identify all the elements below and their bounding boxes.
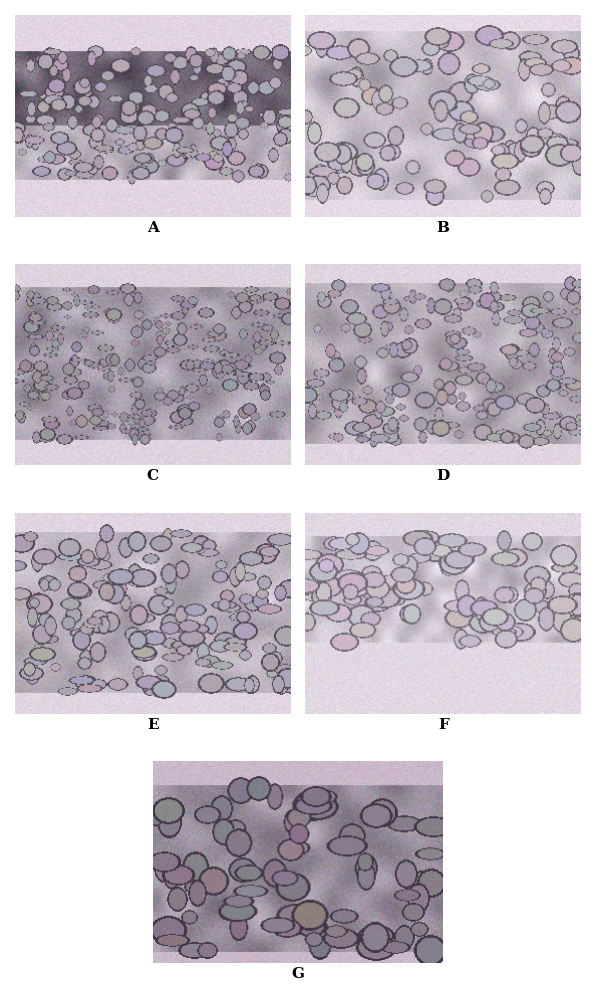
Text: D: D bbox=[437, 470, 450, 484]
Text: B: B bbox=[437, 221, 450, 235]
Text: A: A bbox=[147, 221, 159, 235]
Text: C: C bbox=[147, 470, 159, 484]
Text: E: E bbox=[147, 718, 159, 732]
Text: G: G bbox=[291, 967, 305, 981]
Text: F: F bbox=[438, 718, 449, 732]
